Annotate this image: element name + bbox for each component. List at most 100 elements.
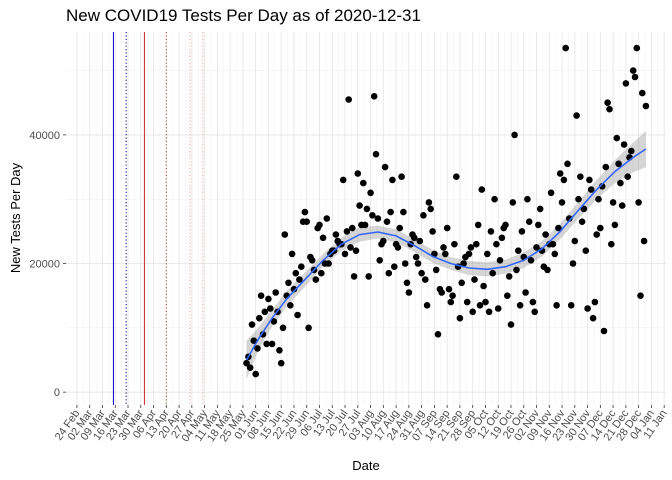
data-point <box>303 218 311 225</box>
data-point <box>418 269 425 277</box>
data-point <box>582 247 590 254</box>
data-point <box>290 285 298 293</box>
data-point <box>618 202 626 209</box>
data-point <box>277 359 285 367</box>
data-point <box>529 298 537 306</box>
data-point <box>460 260 467 267</box>
data-point <box>471 276 478 283</box>
trend-line <box>245 148 647 361</box>
data-point <box>507 321 515 328</box>
data-point <box>547 189 555 197</box>
data-point <box>259 331 267 338</box>
data-point <box>624 173 631 180</box>
data-point <box>411 234 418 242</box>
data-point <box>608 240 615 248</box>
y-tick-label: 20000 <box>29 259 60 271</box>
data-point <box>347 244 354 251</box>
data-point <box>494 305 502 312</box>
data-point <box>587 186 595 193</box>
data-point <box>556 170 564 177</box>
data-point <box>422 276 429 283</box>
data-point <box>491 195 498 203</box>
data-point <box>385 269 393 277</box>
data-point <box>420 212 427 219</box>
data-point <box>268 340 276 348</box>
data-point <box>620 141 628 148</box>
data-point <box>485 308 493 316</box>
data-point <box>343 228 351 235</box>
data-point <box>467 244 475 251</box>
data-point <box>401 260 409 267</box>
confidence-band-area <box>246 131 646 380</box>
data-point <box>515 247 522 254</box>
data-point <box>412 253 420 261</box>
data-point <box>447 298 455 306</box>
data-point <box>288 250 296 258</box>
data-point <box>562 44 569 52</box>
data-point <box>560 176 568 184</box>
data-point <box>555 224 562 232</box>
data-point <box>261 308 269 316</box>
data-point <box>429 228 436 235</box>
data-point <box>345 96 353 103</box>
data-point <box>423 302 431 309</box>
data-point <box>496 257 504 264</box>
data-point <box>511 131 518 139</box>
data-point <box>252 370 259 378</box>
data-points <box>243 44 650 378</box>
data-point <box>544 266 551 274</box>
data-point <box>598 183 606 190</box>
data-point <box>573 112 580 119</box>
data-point <box>391 263 398 271</box>
data-point <box>254 345 261 352</box>
data-point <box>484 250 491 258</box>
data-point <box>569 260 577 267</box>
data-point <box>478 186 486 193</box>
data-point <box>516 302 524 309</box>
data-point <box>558 199 566 206</box>
data-point <box>438 289 446 296</box>
y-tick-label: 0 <box>54 387 60 399</box>
data-point <box>593 231 600 238</box>
data-point <box>480 282 487 290</box>
data-point <box>319 234 327 242</box>
data-point <box>571 237 579 245</box>
data-point <box>586 176 593 184</box>
data-point <box>553 302 560 309</box>
data-point <box>416 237 424 245</box>
minor-gridlines <box>66 32 666 405</box>
data-point <box>606 105 613 113</box>
data-point <box>272 289 280 296</box>
data-point <box>600 327 608 335</box>
data-point <box>294 311 301 319</box>
data-point <box>613 134 621 142</box>
data-point <box>564 160 571 168</box>
data-point <box>551 250 559 258</box>
data-point <box>525 218 533 225</box>
data-point <box>628 147 635 155</box>
data-point <box>577 173 584 180</box>
data-point <box>263 340 270 348</box>
data-point <box>367 189 374 197</box>
data-point <box>276 347 283 354</box>
data-point <box>325 260 332 267</box>
data-point <box>396 224 404 232</box>
data-point <box>518 228 526 235</box>
data-point <box>427 205 435 213</box>
data-point <box>602 163 610 171</box>
chart-title: New COVID19 Tests Per Day as of 2020-12-… <box>66 6 421 25</box>
data-point <box>442 250 449 258</box>
data-point <box>445 285 453 293</box>
data-point <box>536 205 544 213</box>
data-point <box>604 99 611 106</box>
data-point <box>281 231 289 238</box>
data-point <box>589 314 597 322</box>
data-point <box>361 221 369 229</box>
data-point <box>431 250 438 258</box>
data-point <box>456 314 464 322</box>
data-point <box>591 298 599 306</box>
confidence-band <box>246 131 646 380</box>
data-point <box>243 359 250 367</box>
data-point <box>449 292 456 300</box>
